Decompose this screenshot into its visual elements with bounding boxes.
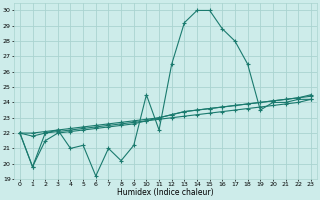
X-axis label: Humidex (Indice chaleur): Humidex (Indice chaleur) [117,188,214,197]
